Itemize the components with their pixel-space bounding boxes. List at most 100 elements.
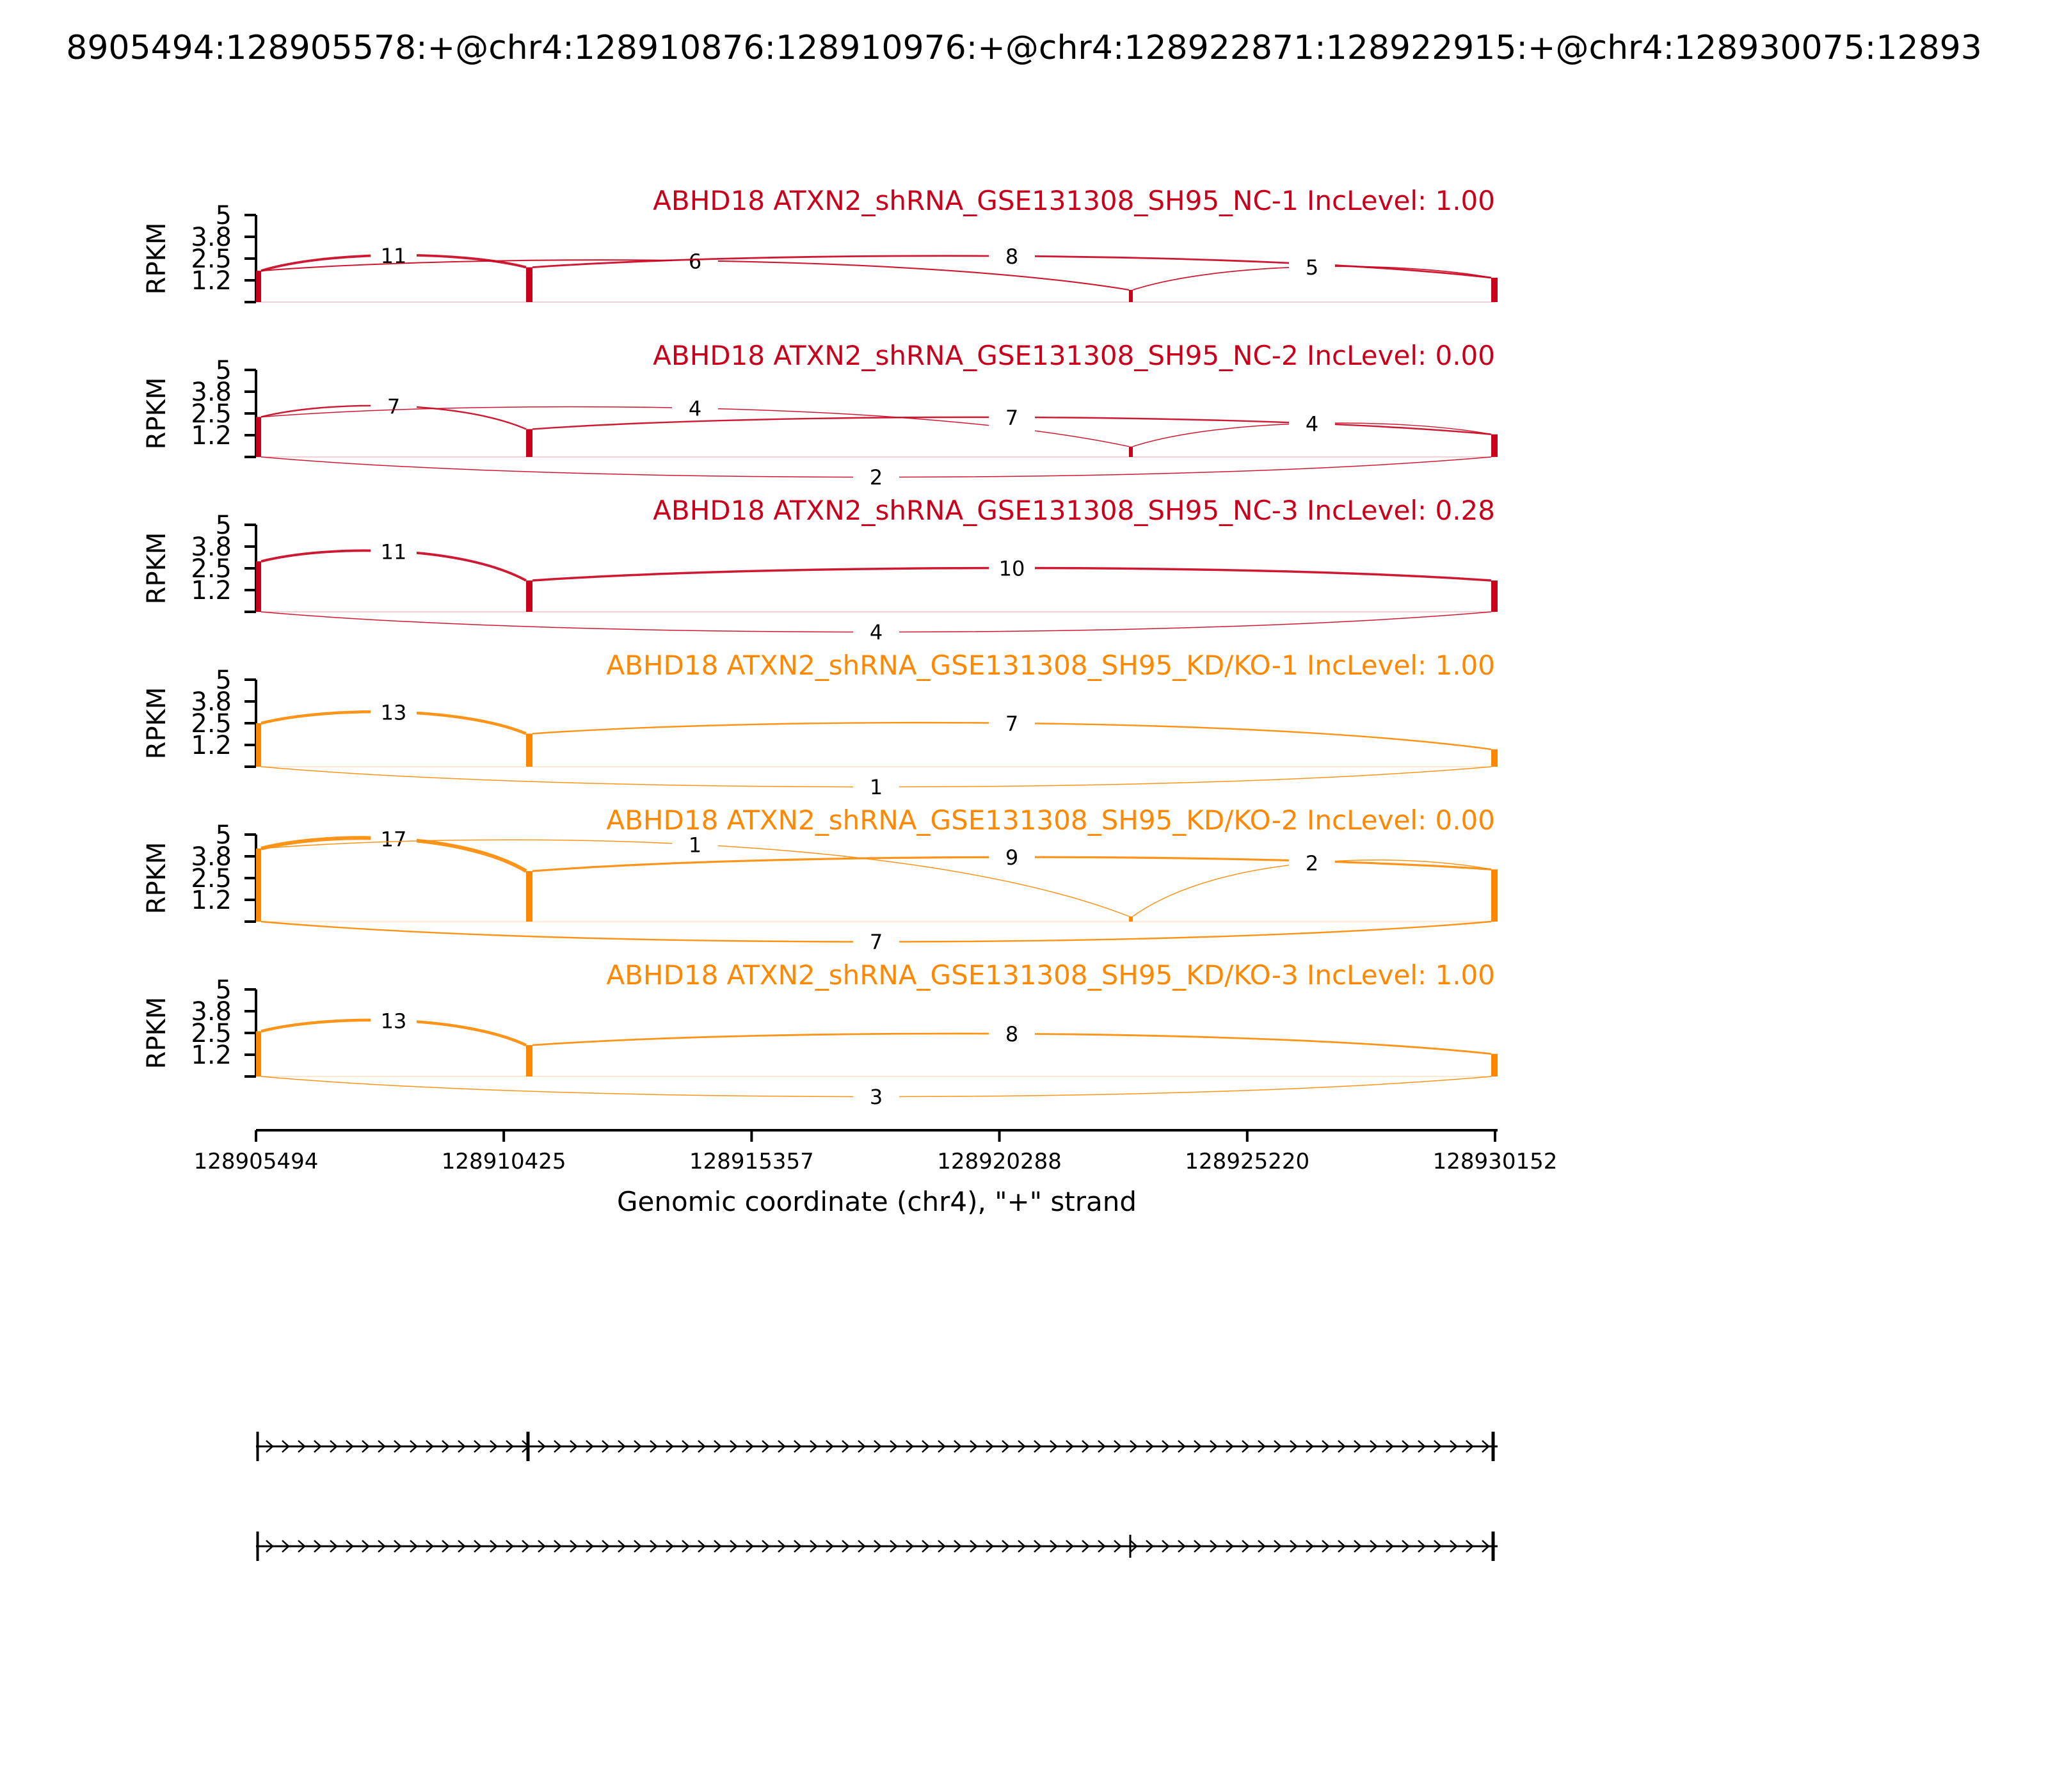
strand-arrow-icon [426,1540,434,1553]
strand-arrow-icon [570,1540,578,1553]
strand-arrow-icon [458,1540,466,1553]
strand-arrow-icon [346,1540,354,1553]
strand-arrow-icon [1002,1440,1010,1453]
y-tick-label: 5 [216,511,232,540]
strand-arrow-icon [1306,1540,1314,1553]
strand-arrow-icon [1226,1440,1234,1453]
strand-arrow-icon [970,1440,978,1453]
junction-count-label: 11 [381,540,407,564]
junction-count-label: 3 [870,1085,883,1109]
junction-count-bg [853,772,899,801]
strand-arrow-icon [458,1440,466,1453]
strand-arrow-icon [442,1540,450,1553]
strand-arrow-icon [1482,1440,1490,1453]
junction-count-bg [853,1082,899,1110]
junction-count-bg [853,463,899,491]
strand-arrow-icon [1434,1440,1442,1453]
y-tick-label: 1.2 [191,1041,232,1070]
sample-label: ABHD18 ATXN2_shRNA_GSE131308_SH95_NC-3 I… [653,495,1495,526]
strand-arrow-icon [778,1540,786,1553]
junction-count-label: 8 [1005,1022,1018,1046]
strand-arrow-icon [1370,1540,1378,1553]
strand-arrow-icon [1018,1440,1026,1453]
y-tick-label: 2.5 [191,709,232,739]
strand-arrow-icon [842,1540,850,1553]
strand-arrow-icon [874,1540,882,1553]
strand-arrow-icon [1050,1440,1058,1453]
strand-arrow-icon [682,1540,690,1553]
strand-arrow-icon [602,1440,610,1453]
strand-arrow-icon [762,1440,770,1453]
strand-arrow-icon [1338,1540,1346,1553]
junction-count-label: 13 [381,1009,407,1034]
strand-arrow-icon [1242,1440,1250,1453]
strand-arrow-icon [650,1540,658,1553]
strand-arrow-icon [1114,1540,1122,1553]
strand-arrow-icon [730,1440,738,1453]
junction-count-bg [1289,409,1335,438]
strand-arrow-icon [1290,1540,1298,1553]
junction-count-bg [989,403,1035,431]
strand-arrow-icon [1274,1440,1282,1453]
junction-count-label: 9 [1005,845,1018,870]
junction-count-bg [989,843,1035,872]
junction-count-bg [371,824,417,853]
strand-arrow-icon [1162,1440,1170,1453]
strand-arrow-icon [330,1540,338,1553]
sample-label: ABHD18 ATXN2_shRNA_GSE131308_SH95_NC-2 I… [653,340,1495,371]
strand-arrow-icon [1018,1540,1026,1553]
strand-arrow-icon [442,1440,450,1453]
strand-arrow-icon [698,1540,706,1553]
strand-arrow-icon [1178,1540,1186,1553]
x-axis-label: Genomic coordinate (chr4), "+" strand [617,1186,1137,1217]
junction-count-bg [989,708,1035,737]
strand-arrow-icon [618,1540,626,1553]
junction-count-label: 13 [381,701,407,725]
junction-count-label: 17 [381,828,407,852]
y-tick-label: 5 [216,356,232,385]
junction-count-bg [371,698,417,726]
sample-label: ABHD18 ATXN2_shRNA_GSE131308_SH95_NC-1 I… [653,185,1495,216]
strand-arrow-icon [986,1540,994,1553]
coverage-bar [1491,277,1498,302]
y-tick-label: 1.2 [191,421,232,451]
coverage-bar [256,1031,261,1076]
strand-arrow-icon [938,1540,946,1553]
strand-arrow-icon [922,1440,930,1453]
strand-arrow-icon [362,1440,370,1453]
strand-arrow-icon [474,1540,482,1553]
strand-arrow-icon [1466,1540,1474,1553]
strand-arrow-icon [1034,1540,1042,1553]
strand-arrow-icon [1450,1440,1458,1453]
coverage-bar [256,271,261,302]
y-axis-label: RPKM [142,532,172,605]
strand-arrow-icon [698,1440,706,1453]
strand-arrow-icon [1418,1540,1426,1553]
strand-arrow-icon [410,1540,418,1553]
junction-count-bg [371,392,417,420]
x-tick-label: 128930152 [1433,1149,1558,1174]
exon-block [1129,1535,1132,1558]
y-tick-label: 3.8 [191,378,232,407]
junction-count-bg [989,1020,1035,1048]
strand-arrow-icon [1082,1440,1090,1453]
y-tick-label: 5 [216,201,232,230]
strand-arrow-icon [1386,1540,1394,1553]
strand-arrow-icon [266,1540,274,1553]
strand-arrow-icon [586,1540,594,1553]
junction-count-bg [1289,849,1335,877]
junction-count-label: 10 [999,557,1025,581]
strand-arrow-icon [938,1440,946,1453]
strand-arrow-icon [394,1540,402,1553]
strand-arrow-icon [986,1440,994,1453]
strand-arrow-icon [282,1540,290,1553]
exon-block [1491,1532,1495,1561]
junction-count-label: 2 [1306,851,1318,876]
junction-count-bg [371,537,417,566]
coverage-bar [526,580,532,612]
y-tick-label: 2.5 [191,1019,232,1048]
strand-arrow-icon [1386,1440,1394,1453]
